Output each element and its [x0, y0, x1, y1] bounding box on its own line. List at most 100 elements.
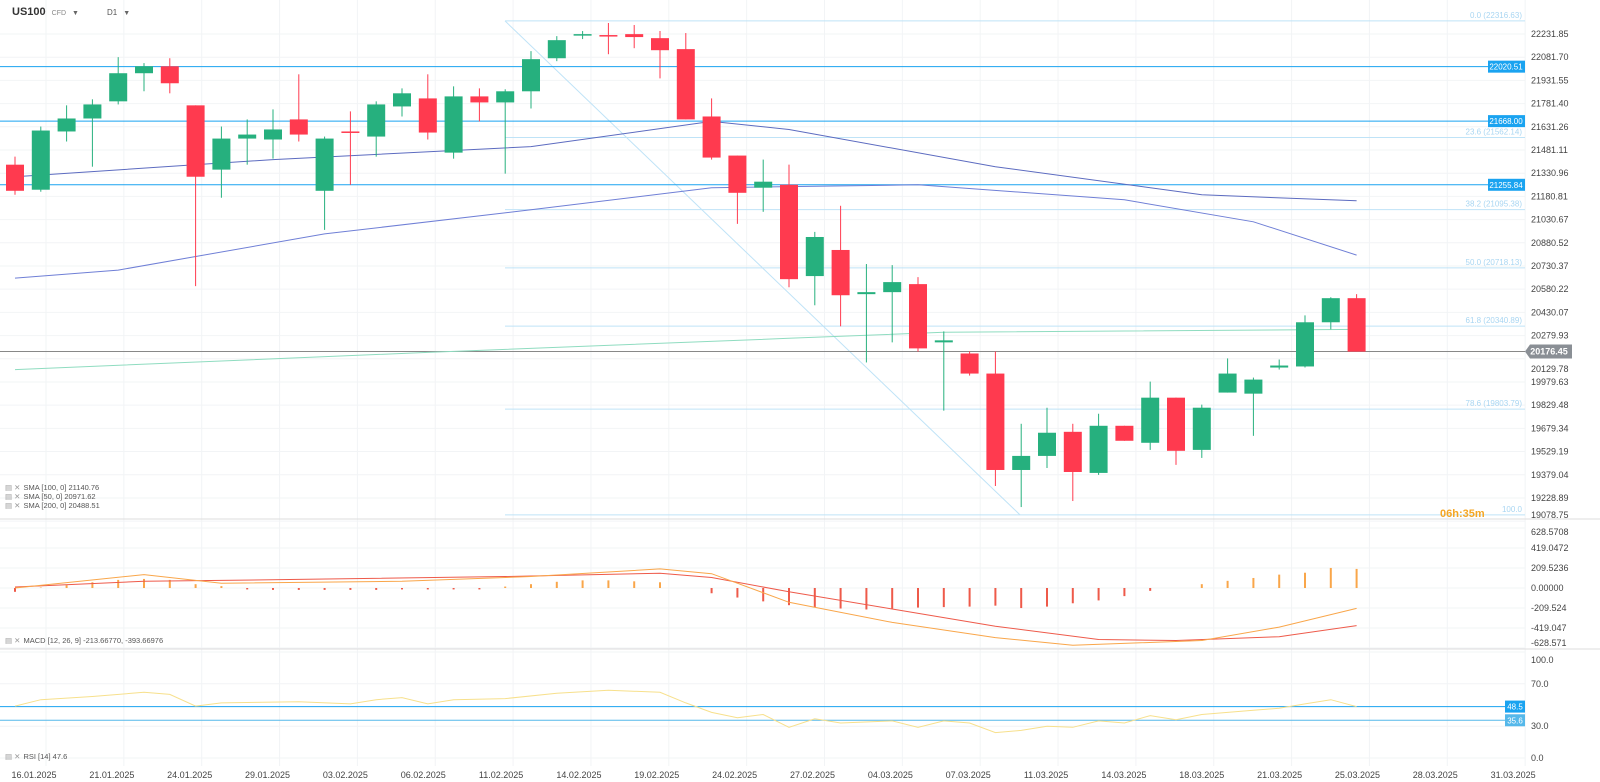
- candle-down: [1347, 298, 1366, 352]
- price-tag-bg: [1488, 115, 1525, 128]
- macd-histogram-bar: [1020, 588, 1023, 609]
- fib-trend-line[interactable]: [504, 20, 1021, 516]
- candle-up: [805, 236, 824, 277]
- macd-tick-label: 209.5236: [1531, 563, 1569, 573]
- legend-sma200[interactable]: ▤ ✕ SMA [200, 0] 20488.51: [5, 501, 100, 510]
- date-tick-label: 14.02.2025: [556, 770, 601, 780]
- candle-down: [728, 155, 747, 193]
- macd-histogram-bar: [349, 588, 352, 590]
- current-price-tag: 20176.45: [1530, 347, 1568, 357]
- rsi-level-tag-bg: [1505, 700, 1525, 713]
- chevron-down-icon[interactable]: ▼: [72, 10, 79, 17]
- date-tick-label: 21.01.2025: [89, 770, 134, 780]
- macd-histogram-bar: [813, 588, 816, 608]
- price-tick-label: 20279.93: [1531, 331, 1569, 341]
- macd-histogram-bar: [297, 588, 300, 590]
- macd-histogram-bar: [504, 586, 507, 588]
- horizontal-lines[interactable]: 22020.51 21668.00 21255.84 20176.45: [0, 60, 1572, 359]
- price-tick-label: 19979.63: [1531, 377, 1569, 387]
- macd-histogram-bar: [1200, 584, 1203, 588]
- macd-histogram-bar: [581, 580, 584, 588]
- candle-up: [1141, 397, 1160, 443]
- fib-level-label: 100.0: [1502, 505, 1523, 514]
- date-tick-label: 07.03.2025: [946, 770, 991, 780]
- legend-rsi[interactable]: ▤ ✕ RSI [14] 47.6: [5, 752, 68, 761]
- macd-histogram-bar: [272, 588, 274, 590]
- macd-histogram-bar: [891, 588, 894, 609]
- rsi-level-tag: 48.5: [1507, 703, 1523, 712]
- candle-down: [160, 66, 179, 84]
- fib-level-label: 0.0 (22316.63): [1470, 11, 1522, 20]
- candle-up: [393, 93, 411, 107]
- candle-down: [1115, 425, 1134, 441]
- axes: 22231.85 22081.70 21931.55 21781.40 21631.26…: [0, 29, 1600, 780]
- macd-histogram-bar: [14, 588, 16, 592]
- candle-down: [341, 131, 360, 133]
- timeframe-selector[interactable]: D1: [106, 8, 118, 17]
- macd-histogram-bar: [401, 588, 403, 590]
- date-tick-label: 16.01.2025: [11, 770, 56, 780]
- price-tag: 21255.84: [1489, 181, 1523, 190]
- candle-up: [1296, 322, 1314, 367]
- macd-histogram-bar: [942, 588, 945, 608]
- settings-close-icon[interactable]: ▤ ✕: [5, 501, 21, 510]
- candle-up: [857, 292, 876, 295]
- settings-close-icon[interactable]: ▤ ✕: [5, 492, 21, 501]
- macd-histogram-bar: [323, 588, 326, 590]
- macd-histogram-bar: [143, 578, 145, 588]
- price-tag-bg: [1488, 178, 1525, 191]
- macd-histogram-bar: [1097, 588, 1100, 601]
- symbol-selector[interactable]: US100: [12, 6, 46, 18]
- price-tick-label: 20880.52: [1531, 238, 1569, 248]
- price-tick-label: 21631.26: [1531, 122, 1569, 132]
- macd-tick-label: 419.0472: [1531, 543, 1569, 553]
- candle-up: [57, 118, 76, 132]
- macd-histogram-bar: [1329, 567, 1332, 588]
- legend-sma100[interactable]: ▤ ✕ SMA [100, 0] 21140.76: [5, 483, 100, 492]
- date-tick-label: 28.03.2025: [1413, 770, 1458, 780]
- candle-down: [289, 119, 308, 135]
- price-tick-label: 19379.04: [1531, 470, 1569, 480]
- candle-up: [1270, 365, 1289, 368]
- legend-sma50[interactable]: ▤ ✕ SMA [50, 0] 20971.62: [5, 492, 96, 501]
- candle-down: [418, 98, 437, 133]
- macd-histogram-bar: [426, 588, 429, 590]
- date-tick-label: 04.03.2025: [868, 770, 913, 780]
- macd-histogram-bar: [1149, 588, 1152, 591]
- candle-up: [315, 138, 334, 191]
- candle-down: [470, 96, 489, 103]
- candle-up: [1038, 432, 1056, 456]
- macd-histogram-bar: [865, 588, 868, 610]
- candle-down: [960, 353, 979, 374]
- macd-panel: [14, 567, 1358, 646]
- macd-histogram-bar: [659, 582, 661, 588]
- candle-down: [831, 249, 850, 296]
- candle-countdown: 06h:35m: [1440, 508, 1485, 520]
- legend-macd[interactable]: ▤ ✕ MACD [12, 26, 9] -213.66770, -393.669…: [5, 636, 164, 645]
- candle-up: [264, 129, 282, 140]
- price-tick-label: 21931.55: [1531, 75, 1569, 85]
- macd-tick-label: 0.00000: [1531, 583, 1564, 593]
- macd-histogram-bar: [194, 584, 197, 588]
- symbol-header: US100 CFD ▼ D1 ▼: [12, 6, 130, 18]
- price-tick-label: 21180.81: [1531, 191, 1568, 201]
- settings-close-icon[interactable]: ▤ ✕: [5, 636, 21, 645]
- price-tick-label: 21781.40: [1531, 99, 1569, 109]
- date-tick-label: 27.02.2025: [790, 770, 835, 780]
- fibonacci-retracement[interactable]: 0.0 (22316.63) 23.6 (21562.14) 38.2 (21095…: [504, 11, 1525, 516]
- candle-up: [83, 104, 102, 119]
- rsi-tick-label: 100.0: [1531, 655, 1554, 665]
- candle-down: [651, 38, 669, 51]
- price-tick-label: 19228.89: [1531, 493, 1569, 503]
- macd-histogram-bar: [1071, 588, 1074, 604]
- candle-up: [573, 34, 592, 36]
- date-tick-label: 29.01.2025: [245, 770, 290, 780]
- macd-histogram-bar: [839, 588, 842, 609]
- settings-close-icon[interactable]: ▤ ✕: [5, 483, 21, 492]
- settings-close-icon[interactable]: ▤ ✕: [5, 752, 21, 761]
- price-tag-bg: [1488, 60, 1525, 73]
- chevron-down-icon[interactable]: ▼: [123, 10, 131, 17]
- macd-histogram-bar: [736, 588, 739, 598]
- macd-histogram-bar: [1123, 588, 1126, 597]
